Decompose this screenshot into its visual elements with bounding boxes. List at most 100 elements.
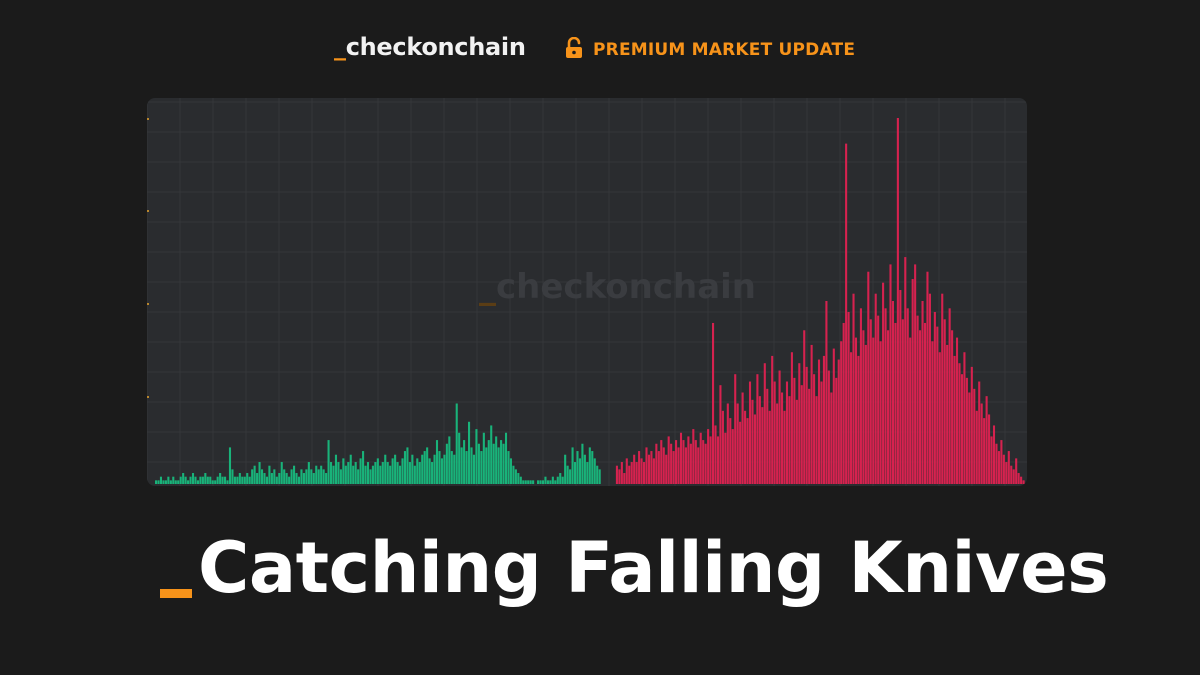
bar-series-1 xyxy=(985,396,988,484)
bar-series-0 xyxy=(231,469,234,484)
bar-series-0 xyxy=(164,480,167,484)
bar-series-0 xyxy=(398,465,402,484)
bar-series-0 xyxy=(468,421,471,484)
bar-series-0 xyxy=(477,443,480,484)
bar-series-1 xyxy=(805,366,808,484)
bar-series-1 xyxy=(729,418,732,484)
brand-logo[interactable]: _checkonchain xyxy=(334,33,526,61)
bar-series-1 xyxy=(692,429,695,484)
bar-series-1 xyxy=(817,359,821,484)
bar-series-1 xyxy=(756,374,759,484)
bar-series-0 xyxy=(315,465,318,484)
bar-chart: _checkonchain xyxy=(147,98,1027,486)
bar-series-0 xyxy=(354,462,357,484)
bar-series-0 xyxy=(268,465,271,484)
bar-series-1 xyxy=(825,301,828,484)
bar-series-1 xyxy=(827,370,830,484)
bar-series-1 xyxy=(983,418,986,484)
bar-series-0 xyxy=(184,476,187,484)
bar-series-0 xyxy=(196,480,199,484)
bar-series-1 xyxy=(837,359,840,484)
bar-series-1 xyxy=(689,443,692,484)
bar-series-1 xyxy=(879,341,882,484)
y-axis-tick xyxy=(147,396,149,398)
brand-name: checkonchain xyxy=(345,33,526,61)
bar-series-0 xyxy=(431,462,434,484)
bar-series-0 xyxy=(401,458,404,484)
bar-series-1 xyxy=(914,264,917,484)
bar-series-0 xyxy=(509,458,512,484)
bar-series-1 xyxy=(655,443,658,484)
bar-series-1 xyxy=(869,319,872,484)
bar-series-0 xyxy=(278,473,281,484)
bar-series-1 xyxy=(753,414,756,484)
bar-series-1 xyxy=(660,440,663,484)
bar-series-0 xyxy=(406,447,409,484)
bar-series-0 xyxy=(463,440,466,484)
bar-series-0 xyxy=(428,458,431,484)
bar-series-1 xyxy=(1010,465,1013,484)
bar-series-1 xyxy=(938,352,941,484)
bar-series-1 xyxy=(618,469,621,484)
bar-series-0 xyxy=(549,480,552,484)
bar-series-0 xyxy=(411,454,414,484)
bar-series-1 xyxy=(992,425,996,484)
bar-series-0 xyxy=(519,476,522,484)
bar-series-1 xyxy=(928,293,931,484)
title-text: Catching Falling Knives xyxy=(198,527,1109,609)
bar-series-0 xyxy=(551,476,554,484)
bar-series-1 xyxy=(778,370,781,484)
bar-series-0 xyxy=(571,447,574,484)
bar-series-0 xyxy=(305,469,308,484)
bar-series-0 xyxy=(546,480,549,484)
bar-series-0 xyxy=(507,451,510,484)
bar-series-0 xyxy=(357,469,360,484)
bar-series-0 xyxy=(290,469,293,484)
bar-series-0 xyxy=(566,465,569,484)
bar-series-0 xyxy=(157,480,160,484)
bar-series-1 xyxy=(638,451,641,484)
bar-series-1 xyxy=(795,399,798,484)
bar-series-0 xyxy=(265,476,268,484)
bar-series-1 xyxy=(1017,473,1020,484)
bar-series-1 xyxy=(739,421,742,484)
bar-series-0 xyxy=(522,480,525,484)
bar-series-1 xyxy=(800,385,803,484)
bar-series-0 xyxy=(541,480,545,484)
bar-series-1 xyxy=(803,330,806,484)
bar-series-1 xyxy=(672,451,675,484)
bar-series-1 xyxy=(615,465,618,484)
bar-series-1 xyxy=(776,403,779,484)
bar-series-1 xyxy=(793,377,796,484)
bar-series-1 xyxy=(886,330,890,484)
bar-series-0 xyxy=(216,476,219,484)
bar-series-0 xyxy=(204,473,207,484)
bar-series-1 xyxy=(820,381,823,484)
bar-series-0 xyxy=(532,480,535,484)
bar-series-0 xyxy=(465,451,468,484)
bar-series-1 xyxy=(842,322,845,484)
bar-series-0 xyxy=(172,476,175,484)
bar-series-0 xyxy=(504,432,508,484)
bar-series-1 xyxy=(840,341,843,484)
bar-series-1 xyxy=(1005,462,1008,484)
bar-series-0 xyxy=(258,462,261,484)
bar-series-0 xyxy=(502,443,505,484)
bar-series-1 xyxy=(884,308,887,484)
bar-series-0 xyxy=(517,473,520,484)
bar-series-1 xyxy=(751,399,754,484)
bar-series-0 xyxy=(295,473,298,484)
bar-series-1 xyxy=(857,355,860,484)
bar-series-1 xyxy=(862,330,865,484)
bar-series-0 xyxy=(327,440,330,484)
bar-series-0 xyxy=(578,458,581,484)
bar-series-1 xyxy=(1002,454,1005,484)
bar-series-0 xyxy=(248,476,251,484)
bar-series-0 xyxy=(167,476,170,484)
bar-series-0 xyxy=(347,462,350,484)
bar-series-1 xyxy=(716,436,720,484)
bar-series-0 xyxy=(329,462,333,484)
bar-series-1 xyxy=(889,264,892,484)
bar-series-1 xyxy=(702,440,705,484)
bar-series-1 xyxy=(790,352,793,484)
